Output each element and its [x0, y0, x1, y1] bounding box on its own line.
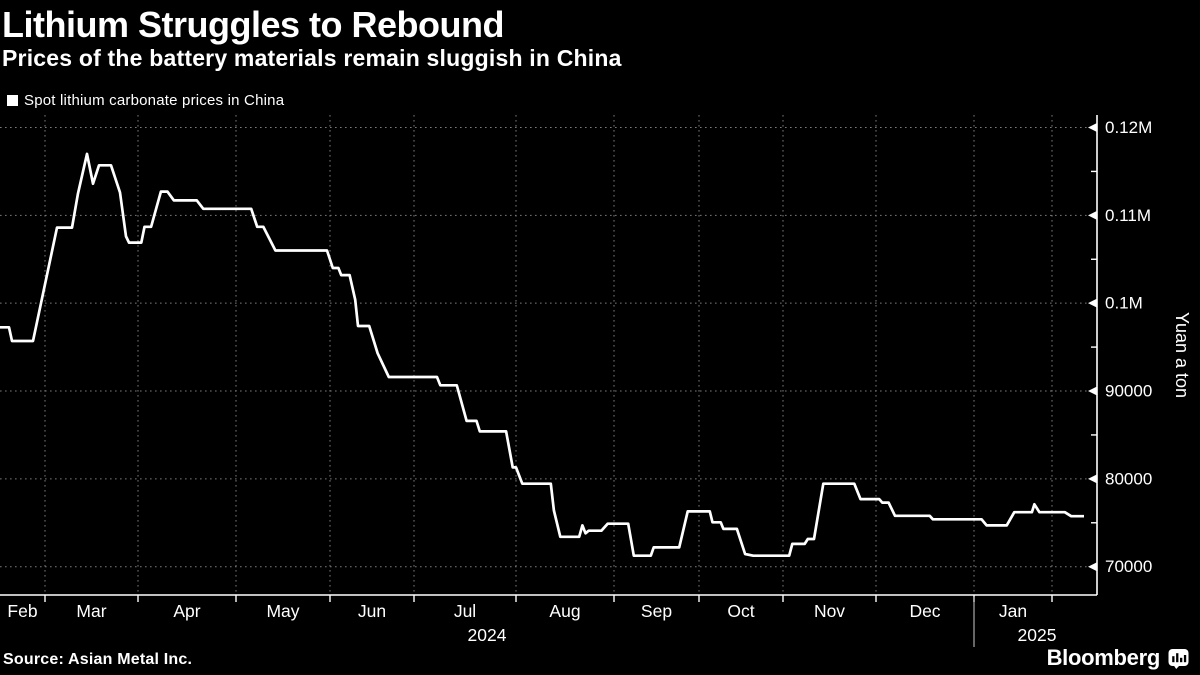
y-tick-label: 0.11M — [1105, 206, 1151, 225]
month-label: Dec — [909, 601, 940, 621]
bloomberg-brand: Bloomberg — [1047, 645, 1189, 671]
legend-label: Spot lithium carbonate prices in China — [24, 92, 285, 109]
month-label: Jun — [358, 601, 386, 621]
y-tick-label: 0.12M — [1105, 118, 1152, 137]
y-major-tick — [1088, 123, 1097, 132]
y-major-tick — [1088, 562, 1097, 572]
y-major-tick — [1088, 386, 1097, 396]
source-note: Source: Asian Metal Inc. — [3, 651, 193, 668]
month-label: Apr — [173, 601, 200, 621]
y-major-tick — [1088, 298, 1097, 308]
y-major-tick — [1088, 210, 1097, 220]
y-major-tick — [1088, 474, 1097, 484]
month-label: Jul — [454, 601, 476, 621]
bloomberg-wordmark: Bloomberg — [1046, 645, 1161, 670]
month-label: Aug — [549, 601, 580, 621]
gridlines — [0, 115, 1097, 595]
month-label: Sep — [641, 601, 672, 621]
price-line — [0, 152, 1084, 558]
y-tick-label: 70000 — [1105, 557, 1152, 576]
month-label: Feb — [7, 601, 37, 621]
year-label: 2025 — [1018, 625, 1057, 645]
axes: 0.12M 0.11M 0.1M 90000 80000 70000 Feb Mar Apr Ma… — [0, 115, 1192, 647]
month-label: Jan — [999, 601, 1027, 621]
y-tick-label: 80000 — [1105, 469, 1152, 488]
y-axis-title: Yuan a ton — [1172, 312, 1192, 398]
month-label: May — [266, 601, 299, 621]
month-label: Oct — [727, 601, 754, 621]
page-subtitle: Prices of the battery materials remain s… — [2, 45, 622, 71]
bloomberg-chart-icon — [1168, 648, 1189, 669]
month-label: Mar — [76, 601, 106, 621]
legend: Spot lithium carbonate prices in China — [7, 92, 284, 109]
legend-swatch-icon — [7, 95, 18, 106]
year-label: 2024 — [468, 625, 507, 645]
y-tick-label: 0.1M — [1105, 294, 1143, 313]
page-title: Lithium Struggles to Rebound — [2, 4, 504, 45]
y-tick-label: 90000 — [1105, 382, 1152, 401]
month-label: Nov — [814, 601, 845, 621]
